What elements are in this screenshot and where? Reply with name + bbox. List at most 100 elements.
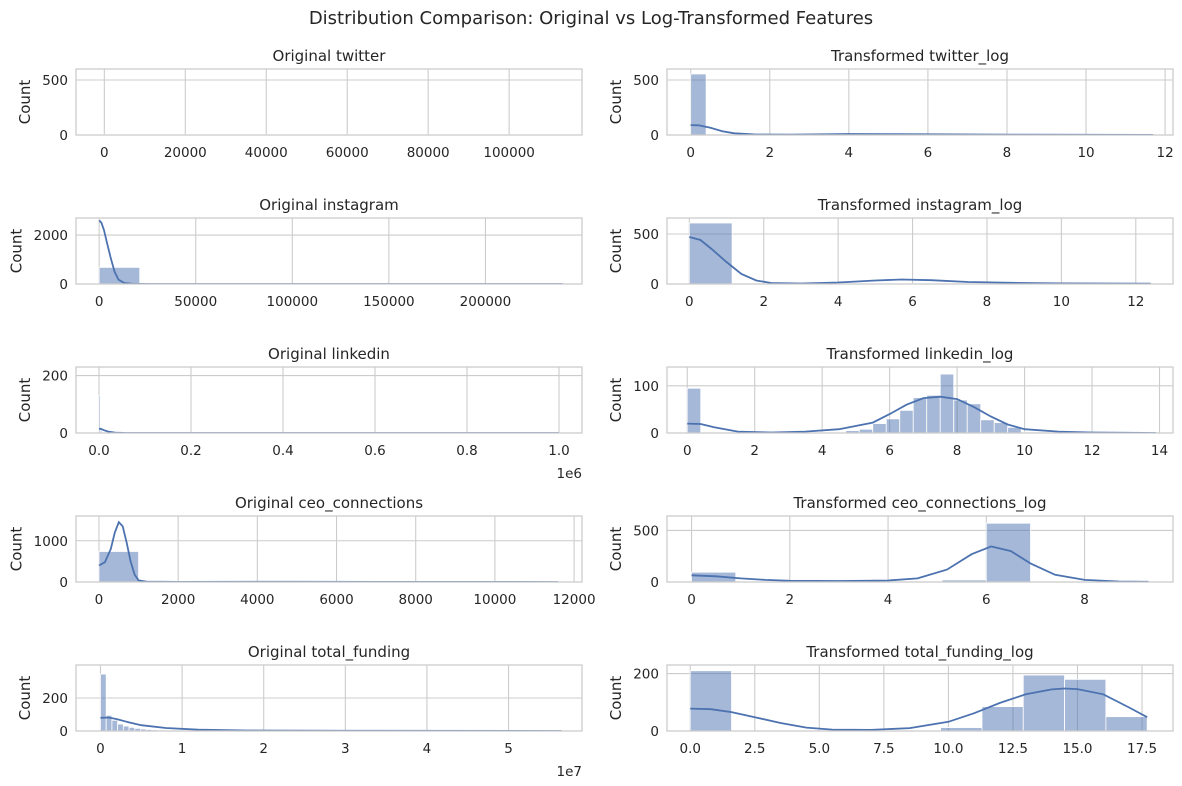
panel-6-bar [686, 387, 702, 433]
panel-9-axis-exponent: 1e7 [557, 764, 582, 780]
panel-8-xtick-label: 4 [884, 592, 893, 608]
panel-10-xtick-label: 12.5 [998, 741, 1028, 757]
panel-4-kde-line [689, 236, 1151, 284]
panel-2-xtick-label: 8 [1003, 145, 1012, 161]
panel-7-xtick-label: 8000 [399, 592, 433, 608]
panel-10-xtick-label: 7.5 [873, 741, 894, 757]
panel-3-frame [75, 217, 583, 285]
panel-9-xtick-label: 4 [423, 741, 432, 757]
panel-6-bar [912, 397, 928, 433]
panel-6-bar [885, 418, 901, 433]
panel-9-title: Original total_funding [248, 643, 410, 662]
panel-8-title: Transformed ceo_connections_log [792, 494, 1046, 513]
panel-4-xtick-label: 12 [1127, 294, 1144, 310]
panel-5-title: Original linkedin [268, 345, 390, 363]
panel-2-xtick-label: 10 [1077, 145, 1094, 161]
panel-6-xtick-label: 4 [818, 443, 827, 459]
panel-8-ytick-label: 0 [650, 575, 659, 591]
panel-6-xtick-label: 6 [885, 443, 894, 459]
panel-2-kde-line [690, 124, 1154, 135]
panel-10-bar [981, 706, 1024, 731]
panel-9-bar [111, 719, 119, 731]
panel-6-bar [980, 419, 995, 433]
panel-6-xtick-label: 14 [1151, 443, 1168, 459]
panel-9-xtick-label: 2 [259, 741, 268, 757]
panel-6-xtick-label: 12 [1083, 443, 1100, 459]
panel-9-xtick-label: 0 [96, 741, 105, 757]
panel-10-xtick-label: 5.0 [809, 741, 830, 757]
panel-3-xtick-label: 100000 [267, 294, 319, 310]
panel-9-xtick-label: 1 [178, 741, 187, 757]
panel-3-xtick-label: 150000 [363, 294, 415, 310]
panel-7-xtick-label: 4000 [240, 592, 274, 608]
panel-1-ytick-label: 0 [59, 128, 68, 144]
panel-1-xtick-label: 100000 [483, 145, 535, 161]
panel-6-ytick-label: 100 [633, 379, 659, 395]
panel-3-xtick-label: 50000 [174, 294, 217, 310]
panel-7-xtick-label: 2000 [161, 592, 195, 608]
panel-7-kde-line [98, 520, 559, 582]
panel-5-xtick-label: 0.6 [364, 443, 385, 459]
panel-2-xtick-label: 6 [924, 145, 933, 161]
panel-7-xtick-label: 6000 [319, 592, 353, 608]
panel-6-ylabel: Count [607, 378, 625, 423]
panel-6-bar [953, 399, 968, 433]
panel-6-xtick-label: 8 [953, 443, 962, 459]
panel-4-xtick-label: 2 [759, 294, 768, 310]
panel-3-ylabel: Count [8, 229, 26, 274]
panel-2-frame [666, 68, 1174, 136]
panel-9-frame [75, 664, 583, 732]
panel-2-xtick-label: 2 [765, 145, 774, 161]
panel-10-bar [689, 670, 732, 731]
panel-8-xtick-label: 0 [687, 592, 696, 608]
panel-1-title: Original twitter [273, 47, 387, 65]
panel-7-ytick-label: 0 [59, 575, 68, 591]
panel-7-ylabel: Count [8, 527, 26, 572]
panel-4-ylabel: Count [607, 229, 625, 274]
panel-1-xtick-label: 40000 [245, 145, 288, 161]
panel-7-xtick-label: 12000 [553, 592, 596, 608]
panel-2-xtick-label: 4 [845, 145, 854, 161]
panel-1-ylabel: Count [16, 80, 34, 125]
panel-9-ytick-label: 200 [42, 691, 68, 707]
panel-6-kde-line [687, 395, 1157, 433]
panel-8-kde-line [691, 545, 1149, 582]
panel-9-bar [117, 723, 124, 731]
panel-6-title: Transformed linkedin_log [826, 345, 1014, 364]
panel-5-xtick-label: 1.0 [548, 443, 569, 459]
panel-4-xtick-label: 8 [983, 294, 992, 310]
panel-5-xtick-label: 0.8 [456, 443, 477, 459]
panel-5-frame [75, 366, 583, 434]
panel-1-xtick-label: 20000 [164, 145, 207, 161]
panel-10-title: Transformed total_funding_log [805, 643, 1033, 662]
panel-3-title: Original instagram [259, 196, 399, 214]
panel-4-frame [666, 217, 1174, 285]
panel-5-xtick-label: 0.0 [88, 443, 109, 459]
panel-4-xtick-label: 4 [834, 294, 843, 310]
panel-6-bar [899, 409, 914, 433]
panel-8-bar [985, 522, 1031, 582]
panel-3-kde-line [98, 219, 563, 284]
panel-8-ytick-label: 500 [633, 523, 659, 539]
panel-7-frame [75, 515, 583, 583]
panel-6-xtick-label: 0 [683, 443, 692, 459]
panel-1-xtick-label: 60000 [326, 145, 369, 161]
panel-4-xtick-label: 6 [908, 294, 917, 310]
panel-9-kde-line [100, 716, 562, 731]
panel-9-xtick-label: 3 [341, 741, 350, 757]
panel-10-frame [666, 664, 1174, 732]
panel-2-ytick-label: 0 [650, 128, 659, 144]
panel-10-kde-line [690, 687, 1148, 731]
panel-10-xtick-label: 17.5 [1127, 741, 1157, 757]
panel-6-frame [666, 366, 1174, 434]
figure-title: Distribution Comparison: Original vs Log… [309, 8, 873, 29]
panel-3-ytick-label: 2000 [34, 228, 68, 244]
panel-6-bar [1007, 426, 1022, 433]
panel-7-ytick-label: 1000 [34, 534, 68, 550]
panel-10-xtick-label: 0.0 [679, 741, 700, 757]
panel-5-xtick-label: 0.2 [180, 443, 201, 459]
panel-10-ylabel: Count [607, 676, 625, 721]
panel-5-xtick-label: 0.4 [272, 443, 293, 459]
panel-5-ytick-label: 200 [42, 369, 68, 385]
